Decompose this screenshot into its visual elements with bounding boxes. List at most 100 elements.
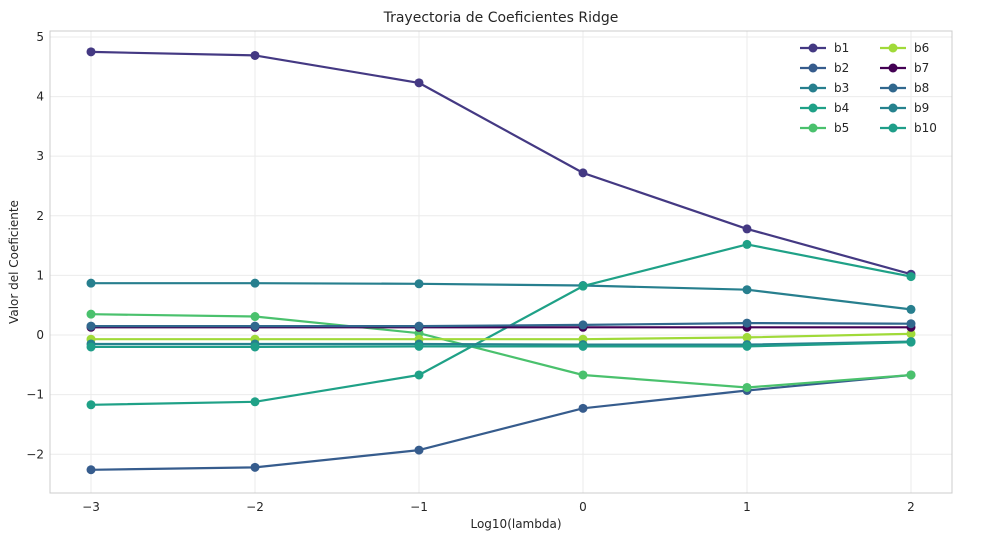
- data-point-b2: [578, 403, 588, 413]
- series-line-b5: [90, 313, 912, 389]
- series-line-b6: [91, 332, 912, 341]
- grid-lines: [50, 31, 952, 493]
- series-b4: [86, 239, 916, 410]
- y-tick-label: 0: [36, 328, 44, 342]
- y-tick-label: 5: [36, 30, 44, 44]
- series-line-b3: [91, 282, 912, 311]
- y-tick-label: −1: [26, 388, 44, 402]
- x-tick-label: −3: [82, 500, 100, 514]
- x-tick-label: 0: [579, 500, 587, 514]
- data-point-b1: [742, 224, 752, 234]
- data-point-b8: [906, 319, 916, 329]
- series-line-b2: [90, 373, 912, 471]
- data-point-b2: [414, 445, 424, 455]
- series-layer: [86, 47, 916, 475]
- data-point-b1: [578, 168, 588, 178]
- data-point-b4: [906, 272, 916, 282]
- legend-label: b7: [914, 61, 929, 75]
- data-point-b10: [742, 341, 752, 351]
- data-point-b1: [414, 78, 424, 88]
- data-point-b8: [86, 321, 96, 331]
- legend-label: b4: [834, 101, 849, 115]
- data-point-b5: [906, 370, 916, 380]
- legend-swatch-marker: [888, 83, 898, 93]
- legend-item-b4: b4: [800, 101, 849, 115]
- data-point-b8: [250, 321, 260, 331]
- data-point-b8: [742, 318, 752, 328]
- legend-item-b7: b7: [880, 61, 929, 75]
- legend-item-b10: b10: [880, 121, 937, 135]
- legend-label: b1: [834, 41, 849, 55]
- data-point-b4: [742, 239, 752, 249]
- data-point-b5: [742, 382, 752, 392]
- plot-frame: [49, 30, 953, 494]
- data-point-b3: [250, 278, 260, 288]
- x-axis-label: Log10(lambda): [470, 517, 561, 531]
- data-point-b5: [578, 370, 588, 380]
- legend-label: b10: [914, 121, 937, 135]
- y-tick-label: 3: [36, 149, 44, 163]
- data-point-b6: [742, 332, 752, 342]
- series-line-b9: [91, 340, 912, 346]
- series-line-b4: [90, 243, 912, 406]
- data-point-b3: [742, 285, 752, 295]
- data-point-b4: [86, 400, 96, 410]
- legend-item-b2: b2: [800, 61, 849, 75]
- data-point-b10: [578, 341, 588, 351]
- x-tick-label: 2: [907, 500, 915, 514]
- series-b10: [86, 337, 916, 352]
- legend-item-b9: b9: [880, 101, 929, 115]
- data-point-b2: [86, 465, 96, 475]
- legend-swatch-marker: [888, 63, 898, 73]
- y-tick-label: 1: [36, 268, 44, 282]
- legend: b1 b2 b3 b4 b5 b6 b7 b8 b9 b10: [800, 41, 937, 135]
- data-point-b10: [250, 342, 260, 352]
- data-point-b1: [86, 47, 96, 57]
- x-tick-label: −1: [410, 500, 428, 514]
- legend-label: b2: [834, 61, 849, 75]
- legend-swatch-marker: [888, 103, 898, 113]
- series-line-b10: [91, 341, 912, 348]
- legend-label: b5: [834, 121, 849, 135]
- y-tick-label: 2: [36, 209, 44, 223]
- data-point-b5: [250, 312, 260, 322]
- x-tick-label: 1: [743, 500, 751, 514]
- data-point-b2: [250, 462, 260, 472]
- legend-label: b3: [834, 81, 849, 95]
- data-point-b3: [86, 278, 96, 288]
- legend-swatch-marker: [808, 83, 818, 93]
- legend-item-b3: b3: [800, 81, 849, 95]
- legend-swatch-marker: [888, 123, 898, 133]
- legend-label: b9: [914, 101, 929, 115]
- legend-item-b5: b5: [800, 121, 849, 135]
- chart-title: Trayectoria de Coeficientes Ridge: [383, 10, 619, 26]
- legend-item-b8: b8: [880, 81, 929, 95]
- data-point-b8: [414, 321, 424, 331]
- legend-swatch-marker: [808, 63, 818, 73]
- y-tick-label: 4: [36, 90, 44, 104]
- x-tick-label: −2: [246, 500, 264, 514]
- y-axis-label: Valor del Coeficiente: [7, 200, 21, 324]
- data-point-b4: [250, 397, 260, 407]
- y-tick-label: −2: [26, 447, 44, 461]
- y-tick-labels: −2 −1 0 1 2 3 4 5: [26, 30, 44, 461]
- data-point-b6: [906, 329, 916, 339]
- legend-swatch-marker: [808, 123, 818, 133]
- legend-item-b6: b6: [880, 41, 929, 55]
- legend-label: b6: [914, 41, 929, 55]
- data-point-b5: [86, 309, 96, 319]
- x-tick-labels: −3 −2 −1 0 1 2: [82, 500, 915, 514]
- data-point-b4: [414, 370, 424, 380]
- data-point-b10: [906, 337, 916, 347]
- series-b8: [86, 318, 916, 331]
- data-point-b4: [578, 281, 588, 291]
- data-point-b8: [578, 320, 588, 330]
- legend-swatch-marker: [888, 43, 898, 53]
- series-line-b8: [91, 322, 912, 328]
- data-point-b1: [250, 50, 260, 60]
- data-point-b3: [906, 304, 916, 314]
- data-point-b3: [414, 279, 424, 289]
